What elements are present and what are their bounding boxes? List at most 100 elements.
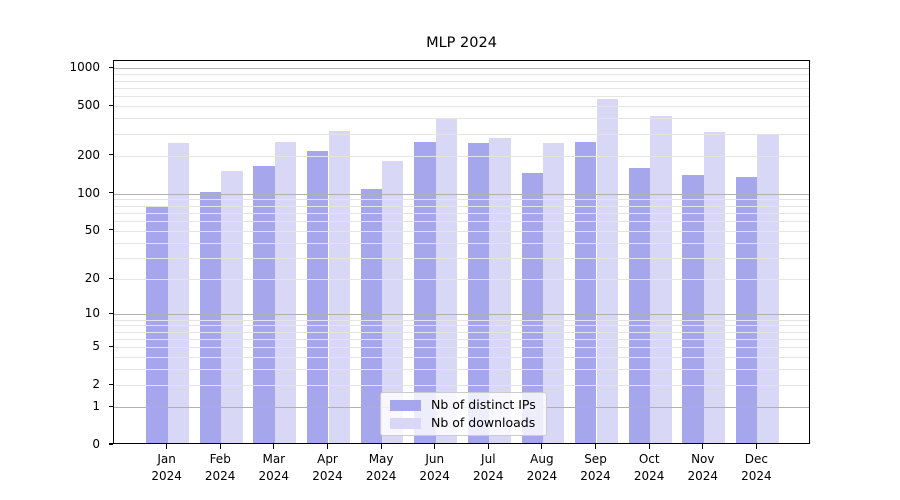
y-tick-200: [108, 154, 113, 156]
bar-nb-of-distinct-ips-dec-2024: [735, 177, 758, 443]
bar-nb-of-distinct-ips-jun-2024: [414, 141, 436, 443]
y-tick-label-1000: 1000: [69, 60, 100, 75]
gridline-y-minor-6: [114, 338, 809, 340]
gridline-y-major-1000: [114, 68, 809, 70]
y-tick-label-1: 1: [92, 399, 100, 414]
bar-nb-of-distinct-ips-mar-2024: [253, 166, 275, 443]
bar-nb-of-distinct-ips-nov-2024: [682, 175, 704, 443]
y-tick-1: [108, 405, 113, 407]
x-tick-label-aug-2024: Aug 2024: [526, 452, 558, 483]
x-tick-label-jan-2024: Jan 2024: [151, 452, 182, 483]
gridline-y-minor-30: [114, 257, 809, 259]
bar-nb-of-distinct-ips-apr-2024: [307, 151, 329, 443]
gridline-y-minor-700: [114, 87, 809, 89]
bar-nb-of-downloads-jul-2024: [489, 137, 511, 443]
x-tick-nov-2024: [702, 444, 704, 449]
gridline-y-minor-200: [114, 155, 809, 157]
bar-nb-of-distinct-ips-aug-2024: [521, 173, 543, 443]
gridline-y-minor-70: [114, 212, 809, 214]
bar-nb-of-distinct-ips-may-2024: [360, 188, 382, 443]
x-tick-label-mar-2024: Mar 2024: [258, 452, 290, 483]
legend-swatch-downloads: [390, 417, 421, 429]
y-tick-label-0: 0: [92, 437, 100, 451]
gridline-y-minor-8: [114, 325, 809, 327]
x-tick-sep-2024: [594, 444, 597, 449]
legend-label-distinct-ips: Nb of distinct IPs: [431, 397, 536, 412]
bar-nb-of-downloads-mar-2024: [274, 141, 297, 443]
x-tick-oct-2024: [648, 444, 650, 449]
x-tick-dec-2024: [755, 444, 757, 449]
legend-item-distinct-ips: Nb of distinct IPs: [390, 397, 537, 412]
gridline-y-major-100: [114, 193, 809, 195]
y-tick-2: [108, 383, 113, 385]
gridline-y-minor-600: [114, 96, 809, 98]
y-tick-label-500: 500: [77, 98, 100, 113]
gridline-y-minor-400: [114, 118, 809, 120]
x-tick-apr-2024: [326, 444, 329, 449]
y-tick-20: [108, 277, 113, 279]
bar-nb-of-distinct-ips-feb-2024: [199, 191, 222, 443]
y-tick-50: [108, 229, 113, 231]
gridline-y-minor-3: [114, 369, 809, 371]
gridline-y-minor-9: [114, 319, 809, 321]
x-tick-label-nov-2024: Nov 2024: [687, 452, 719, 483]
y-tick-label-50: 50: [84, 222, 100, 237]
gridline-y-minor-5: [114, 347, 809, 349]
bar-nb-of-downloads-apr-2024: [328, 131, 350, 443]
gridline-y-minor-40: [114, 242, 809, 244]
gridline-y-minor-90: [114, 199, 809, 201]
bar-nb-of-downloads-jan-2024: [167, 142, 189, 443]
gridline-y-minor-500: [114, 106, 809, 108]
y-tick-label-200: 200: [77, 147, 100, 162]
chart-title: MLP 2024: [426, 35, 497, 51]
x-tick-label-jun-2024: Jun 2024: [419, 452, 450, 483]
gridline-y-minor-800: [114, 80, 809, 82]
x-tick-jan-2024: [166, 444, 168, 449]
bar-nb-of-distinct-ips-sep-2024: [575, 141, 597, 443]
bar-nb-of-distinct-ips-oct-2024: [628, 167, 651, 443]
y-tick-1000: [108, 66, 113, 68]
x-tick-label-oct-2024: Oct 2024: [633, 452, 665, 483]
gridline-y-minor-50: [114, 230, 809, 232]
x-tick-label-may-2024: May 2024: [365, 452, 397, 483]
legend-swatch-distinct-ips: [390, 399, 421, 411]
y-tick-10: [108, 312, 113, 314]
y-tick-label-2: 2: [92, 377, 100, 392]
x-tick-jul-2024: [487, 444, 489, 449]
bar-nb-of-downloads-aug-2024: [542, 142, 565, 443]
x-tick-label-apr-2024: Apr 2024: [312, 452, 343, 483]
gridline-y-minor-2: [114, 385, 809, 387]
y-tick-5: [108, 345, 113, 347]
legend: Nb of distinct IPs Nb of downloads: [380, 392, 547, 436]
y-tick-100: [108, 191, 113, 194]
legend-label-downloads: Nb of downloads: [431, 415, 536, 430]
x-tick-may-2024: [380, 444, 382, 449]
gridline-y-minor-60: [114, 220, 809, 222]
y-tick-500: [108, 104, 113, 106]
gridline-y-major-10: [114, 314, 809, 316]
bar-nb-of-downloads-sep-2024: [596, 99, 618, 443]
x-tick-label-dec-2024: Dec 2024: [741, 452, 772, 483]
x-tick-feb-2024: [219, 444, 221, 449]
x-tick-label-sep-2024: Sep 2024: [580, 452, 611, 483]
bar-nb-of-distinct-ips-jan-2024: [146, 207, 168, 443]
y-tick-label-10: 10: [84, 306, 100, 321]
gridline-y-minor-4: [114, 357, 809, 359]
x-tick-jun-2024: [434, 444, 436, 449]
plot-area: [113, 60, 810, 444]
y-tick-label-5: 5: [92, 339, 100, 354]
y-tick-0: [108, 443, 113, 445]
x-tick-mar-2024: [273, 444, 275, 449]
bar-nb-of-downloads-nov-2024: [703, 131, 726, 443]
legend-item-downloads: Nb of downloads: [390, 415, 537, 430]
gridline-y-minor-80: [114, 205, 809, 207]
gridline-y-minor-900: [114, 74, 809, 76]
x-tick-aug-2024: [541, 444, 543, 449]
gridline-y-minor-300: [114, 133, 809, 135]
bar-nb-of-downloads-feb-2024: [221, 171, 243, 443]
gridline-y-minor-7: [114, 331, 809, 333]
bar-nb-of-distinct-ips-jul-2024: [467, 142, 490, 443]
bar-nb-of-downloads-dec-2024: [757, 134, 779, 443]
x-tick-label-feb-2024: Feb 2024: [204, 452, 236, 483]
